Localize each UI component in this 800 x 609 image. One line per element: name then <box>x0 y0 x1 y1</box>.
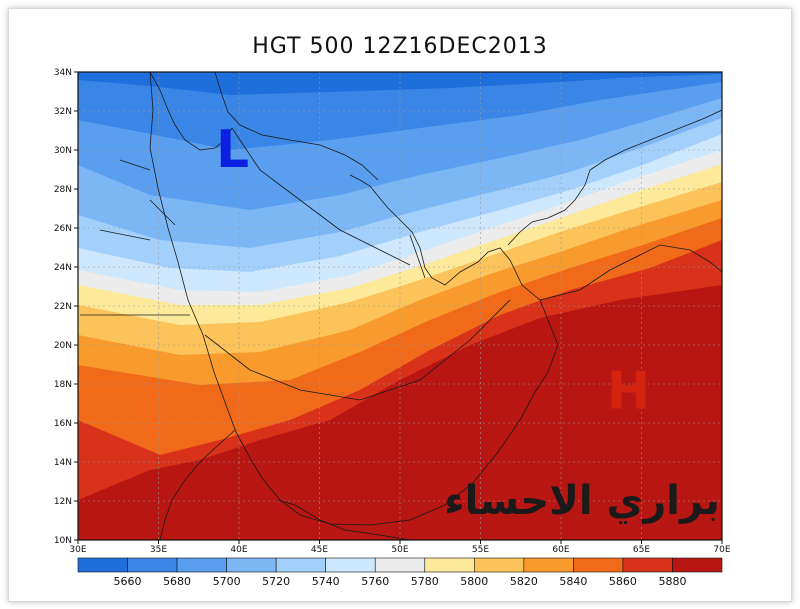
watermark-text: براري الاحساء <box>444 478 720 524</box>
colorbar-label: 5720 <box>262 575 290 588</box>
colorbar-label: 5660 <box>114 575 142 588</box>
colorbar-label: 5780 <box>411 575 439 588</box>
colorbar-swatch <box>573 557 624 573</box>
lat-tick-label: 28N <box>54 185 72 195</box>
colorbar-swatch <box>622 557 673 573</box>
lat-tick-label: 20N <box>54 341 72 351</box>
colorbar-swatch <box>127 557 178 573</box>
colorbar-swatch <box>325 557 376 573</box>
lat-tick-label: 14N <box>54 458 72 468</box>
colorbar-label: 5840 <box>559 575 587 588</box>
pressure-system-H: H <box>607 361 651 421</box>
colorbar-label: 5740 <box>312 575 340 588</box>
lat-tick-label: 34N <box>54 68 72 78</box>
lat-tick-label: 24N <box>54 263 72 273</box>
pressure-system-labels: LH <box>216 120 650 421</box>
colorbar-swatch <box>226 557 277 573</box>
lon-tick-label: 45E <box>311 545 328 555</box>
lat-tick-label: 32N <box>54 107 72 117</box>
lon-tick-label: 70E <box>713 545 730 555</box>
colorbar-swatch <box>424 557 475 573</box>
colorbar-swatch <box>474 557 525 573</box>
lon-tick-label: 40E <box>230 545 247 555</box>
colorbar-label: 5680 <box>163 575 191 588</box>
colorbar-swatch <box>672 557 723 573</box>
pressure-system-L: L <box>216 120 249 180</box>
axis-ticks: 30E 35E 40E 45E 50E 55E 60E 65E 70E 10N 12N 14N 16N 1… <box>54 68 731 555</box>
coastlines-borders <box>80 72 722 540</box>
lon-tick-label: 60E <box>552 545 569 555</box>
colorbar-label: 5700 <box>213 575 241 588</box>
colorbar-swatch <box>523 557 574 573</box>
lat-tick-label: 16N <box>54 419 72 429</box>
lon-tick-label: 30E <box>69 545 86 555</box>
colorbar-label: 5880 <box>658 575 686 588</box>
colorbar-label: 5860 <box>609 575 637 588</box>
colorbar-label: 5800 <box>460 575 488 588</box>
lon-tick-label: 55E <box>472 545 489 555</box>
chart-title: HGT 500 12Z16DEC2013 <box>252 34 548 59</box>
lon-tick-label: 35E <box>150 545 167 555</box>
lat-tick-label: 18N <box>54 380 72 390</box>
colorbar-swatch <box>176 557 227 573</box>
lat-tick-label: 12N <box>54 497 72 507</box>
colorbar-label: 5760 <box>361 575 389 588</box>
colorbar-swatch <box>77 557 128 573</box>
colorbar-swatch <box>374 557 426 573</box>
colorbar-label: 5820 <box>510 575 538 588</box>
colorbar: 5660 5680 5700 5720 5740 5760 5780 5800 5820 5840… <box>77 557 723 588</box>
lon-tick-label: 65E <box>633 545 650 555</box>
lat-tick-label: 30N <box>54 146 72 156</box>
lon-tick-label: 50E <box>391 545 408 555</box>
colorbar-swatch <box>275 557 326 573</box>
lat-tick-label: 22N <box>54 302 72 312</box>
lat-lon-grid <box>78 72 722 540</box>
lat-tick-label: 26N <box>54 224 72 234</box>
lat-tick-label: 10N <box>54 536 72 546</box>
